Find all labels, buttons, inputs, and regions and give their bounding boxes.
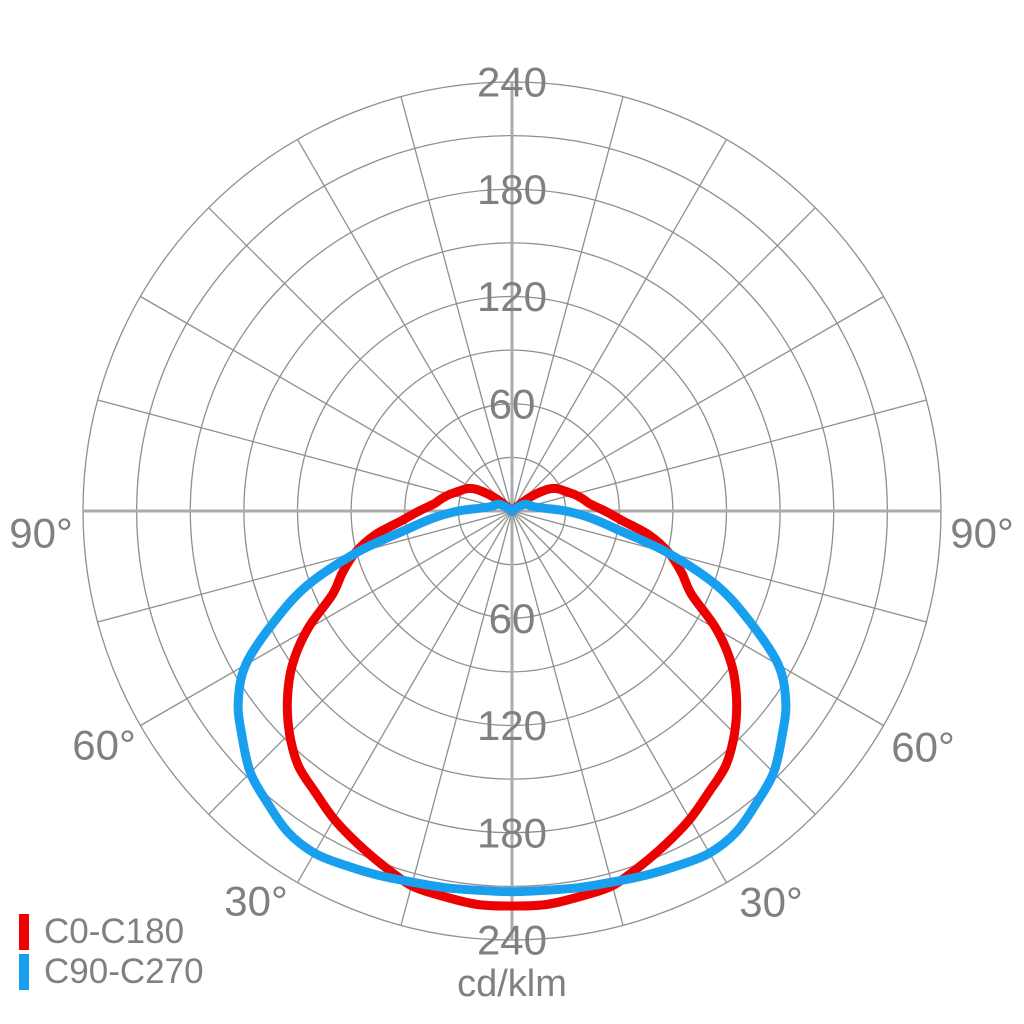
radial-label-120-bottom: 120 xyxy=(477,702,547,749)
grid-spoke-165 xyxy=(511,96,624,512)
grid-spoke-75 xyxy=(511,510,927,623)
angle-label-3: 60° xyxy=(891,724,955,771)
curve-c0-c180 xyxy=(282,483,742,911)
radial-label-60-top: 60 xyxy=(489,380,536,427)
legend-item-c90-c270: C90-C270 xyxy=(19,953,204,990)
grid-spoke-285 xyxy=(97,510,513,623)
unit-label: cd/klm xyxy=(457,963,567,1005)
radial-label-180-top: 180 xyxy=(477,166,547,213)
legend-swatch-c90-c270 xyxy=(19,953,29,990)
legend-label-c90-c270: C90-C270 xyxy=(44,952,204,991)
radial-label-240-bottom: 240 xyxy=(477,917,547,964)
grid-spoke-195 xyxy=(400,96,513,512)
grid-spoke-60 xyxy=(511,510,884,727)
grid-spoke-315 xyxy=(208,510,513,815)
grid-spoke-210 xyxy=(296,139,513,512)
radial-label-180-bottom: 180 xyxy=(477,809,547,856)
legend-label-c0-c180: C0-C180 xyxy=(44,912,185,951)
grid-spoke-105 xyxy=(511,399,927,512)
angle-label-4: 30° xyxy=(224,878,288,925)
axis-labels: 60 60 120 120 180 180 240 240 90° 90° 60° 60° 30° 30° xyxy=(9,59,1014,964)
grid-spoke-240 xyxy=(140,295,513,512)
radial-label-120-top: 120 xyxy=(477,273,547,320)
intensity-curves xyxy=(233,483,791,911)
grid-spoke-225 xyxy=(208,207,513,512)
grid-spoke-45 xyxy=(511,510,816,815)
grid-spoke-150 xyxy=(511,139,728,512)
legend-item-c0-c180: C0-C180 xyxy=(19,913,204,950)
radial-label-240-top: 240 xyxy=(477,59,547,106)
angle-label-2: 60° xyxy=(72,722,136,769)
grid-spoke-300 xyxy=(140,510,513,727)
grid-spoke-120 xyxy=(511,295,884,512)
curve-c90-c270 xyxy=(233,499,791,897)
legend-swatch-c0-c180 xyxy=(19,913,29,950)
legend: C0-C180 C90-C270 xyxy=(19,913,204,990)
radial-label-60-bottom: 60 xyxy=(489,595,536,642)
grid-spoke-135 xyxy=(511,207,816,512)
grid-spoke-15 xyxy=(511,510,624,926)
grid-spoke-345 xyxy=(400,510,513,926)
angle-label-1: 90° xyxy=(950,510,1014,557)
angle-label-0: 90° xyxy=(9,510,73,557)
grid-spoke-255 xyxy=(97,399,513,512)
angle-label-5: 30° xyxy=(739,879,803,926)
